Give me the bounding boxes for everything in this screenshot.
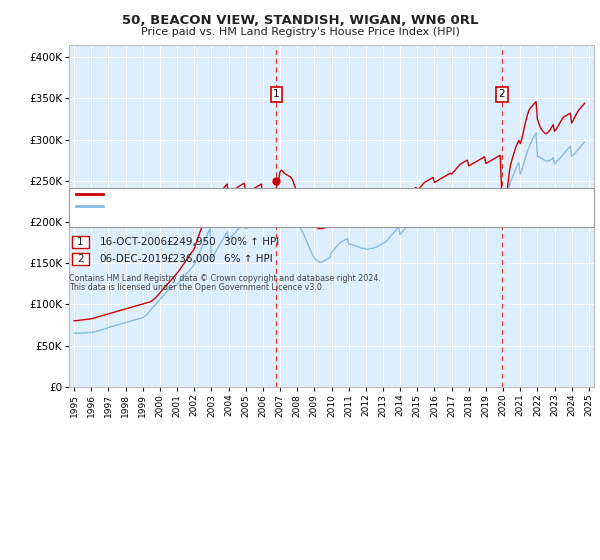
Text: 06-DEC-2019: 06-DEC-2019 [100,254,169,264]
Text: Price paid vs. HM Land Registry's House Price Index (HPI): Price paid vs. HM Land Registry's House … [140,27,460,37]
Text: 6% ↑ HPI: 6% ↑ HPI [224,254,272,264]
Text: Contains HM Land Registry data © Crown copyright and database right 2024.: Contains HM Land Registry data © Crown c… [69,274,381,283]
Text: HPI: Average price, detached house, Wigan: HPI: Average price, detached house, Wiga… [108,201,319,211]
Text: 2: 2 [77,254,84,264]
Text: 50, BEACON VIEW, STANDISH, WIGAN, WN6 0RL: 50, BEACON VIEW, STANDISH, WIGAN, WN6 0R… [122,14,478,27]
Text: 16-OCT-2006: 16-OCT-2006 [100,237,168,247]
Text: 1: 1 [77,237,84,247]
Text: This data is licensed under the Open Government Licence v3.0.: This data is licensed under the Open Gov… [69,283,325,292]
Text: 50, BEACON VIEW, STANDISH, WIGAN, WN6 0RL (detached house): 50, BEACON VIEW, STANDISH, WIGAN, WN6 0R… [108,189,432,199]
Text: £249,950: £249,950 [167,237,217,247]
Text: 1: 1 [273,89,280,99]
Text: 2: 2 [499,89,505,99]
Text: 30% ↑ HPI: 30% ↑ HPI [224,237,279,247]
Text: £236,000: £236,000 [167,254,216,264]
